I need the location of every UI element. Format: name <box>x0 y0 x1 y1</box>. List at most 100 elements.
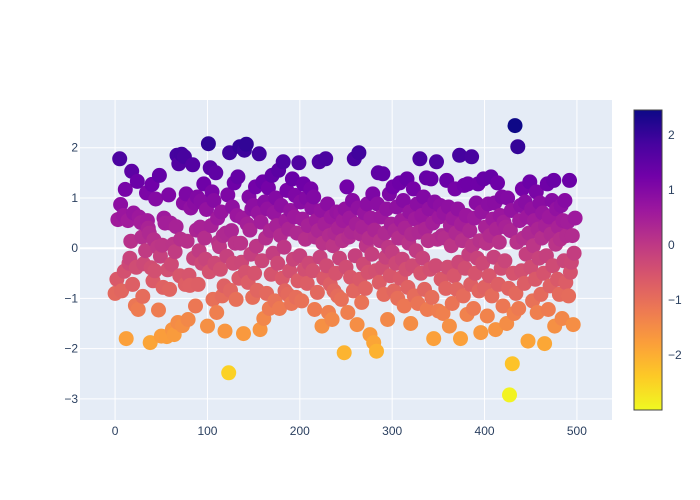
data-point <box>340 305 356 320</box>
data-point <box>188 298 203 314</box>
data-point <box>484 288 500 304</box>
data-point <box>230 169 246 185</box>
data-point <box>562 172 577 188</box>
data-point <box>212 261 228 277</box>
data-point <box>167 244 183 260</box>
data-point <box>129 173 145 189</box>
data-point <box>118 331 134 347</box>
x-tick-label: 400 <box>475 424 495 438</box>
data-point <box>502 387 517 403</box>
data-point <box>299 275 315 291</box>
data-point <box>444 296 460 311</box>
data-point <box>200 136 216 152</box>
data-point <box>452 147 468 163</box>
data-point <box>438 280 454 296</box>
colorbar: −2 −1 0 1 2 <box>633 109 682 411</box>
data-point <box>221 365 237 381</box>
x-tick-label: 100 <box>197 424 217 438</box>
data-point <box>161 187 177 203</box>
data-point <box>130 302 146 317</box>
data-point <box>151 302 166 318</box>
data-point <box>185 157 201 173</box>
data-point <box>423 171 439 187</box>
data-point <box>282 263 298 279</box>
data-point <box>564 228 580 244</box>
data-point <box>294 293 310 309</box>
data-point <box>147 263 163 279</box>
data-point <box>415 250 431 266</box>
data-point <box>537 336 553 352</box>
data-point <box>464 149 480 165</box>
data-point <box>345 283 361 299</box>
data-point <box>395 193 411 208</box>
data-point <box>466 301 481 316</box>
y-tick-label: 2 <box>71 141 78 155</box>
x-tick-label: 200 <box>290 424 310 438</box>
data-point <box>455 288 471 304</box>
data-points <box>107 118 583 403</box>
y-tick-label: −3 <box>64 392 78 406</box>
data-point <box>142 335 158 351</box>
data-point <box>502 223 518 239</box>
data-point <box>197 230 213 246</box>
data-point <box>473 325 489 341</box>
data-point <box>217 323 233 339</box>
data-point <box>306 189 322 205</box>
data-point <box>112 151 128 167</box>
data-point <box>349 317 365 333</box>
colorbar-tick-label: −2 <box>668 348 682 362</box>
data-point <box>504 356 520 372</box>
data-point <box>500 190 516 206</box>
data-point <box>357 280 373 296</box>
data-point <box>206 193 222 208</box>
colorbar-tick-label: −1 <box>668 293 682 307</box>
data-point <box>125 276 141 292</box>
data-point <box>254 253 270 269</box>
data-point <box>179 233 195 249</box>
data-point <box>419 302 435 317</box>
data-point <box>168 219 184 235</box>
data-point <box>242 222 258 238</box>
data-point <box>324 312 340 327</box>
data-point <box>557 193 573 208</box>
data-point <box>138 243 154 259</box>
data-point <box>565 317 581 333</box>
data-point <box>495 298 511 314</box>
data-point <box>508 285 524 301</box>
data-point <box>336 345 352 361</box>
y-tick-label: 0 <box>71 241 78 255</box>
data-point <box>428 258 444 274</box>
data-point <box>208 165 224 181</box>
data-point <box>403 316 419 331</box>
data-point <box>200 318 215 334</box>
data-point <box>546 172 562 188</box>
x-axis-ticks: 0 100 200 300 400 500 <box>112 424 587 438</box>
data-point <box>272 301 287 316</box>
data-point <box>426 331 442 347</box>
data-point <box>497 253 513 269</box>
data-point <box>318 151 334 167</box>
data-point <box>429 154 444 170</box>
data-point <box>475 255 491 271</box>
data-point <box>190 276 206 292</box>
x-tick-label: 0 <box>112 424 119 438</box>
data-point <box>490 175 505 191</box>
data-point <box>151 167 167 183</box>
data-point <box>511 301 527 316</box>
data-point <box>396 298 412 314</box>
data-point <box>510 139 526 155</box>
data-point <box>375 166 391 182</box>
data-point <box>507 118 523 134</box>
colorbar-gradient <box>633 109 663 411</box>
colorbar-tick-label: 0 <box>668 238 675 252</box>
data-point <box>435 306 451 321</box>
data-point <box>114 283 130 299</box>
data-point <box>333 291 349 307</box>
data-point <box>180 312 196 327</box>
data-point <box>309 284 325 300</box>
data-point <box>238 136 254 152</box>
y-tick-label: −2 <box>64 342 78 356</box>
data-point <box>162 281 178 297</box>
data-point <box>424 289 440 305</box>
data-point <box>369 343 384 359</box>
